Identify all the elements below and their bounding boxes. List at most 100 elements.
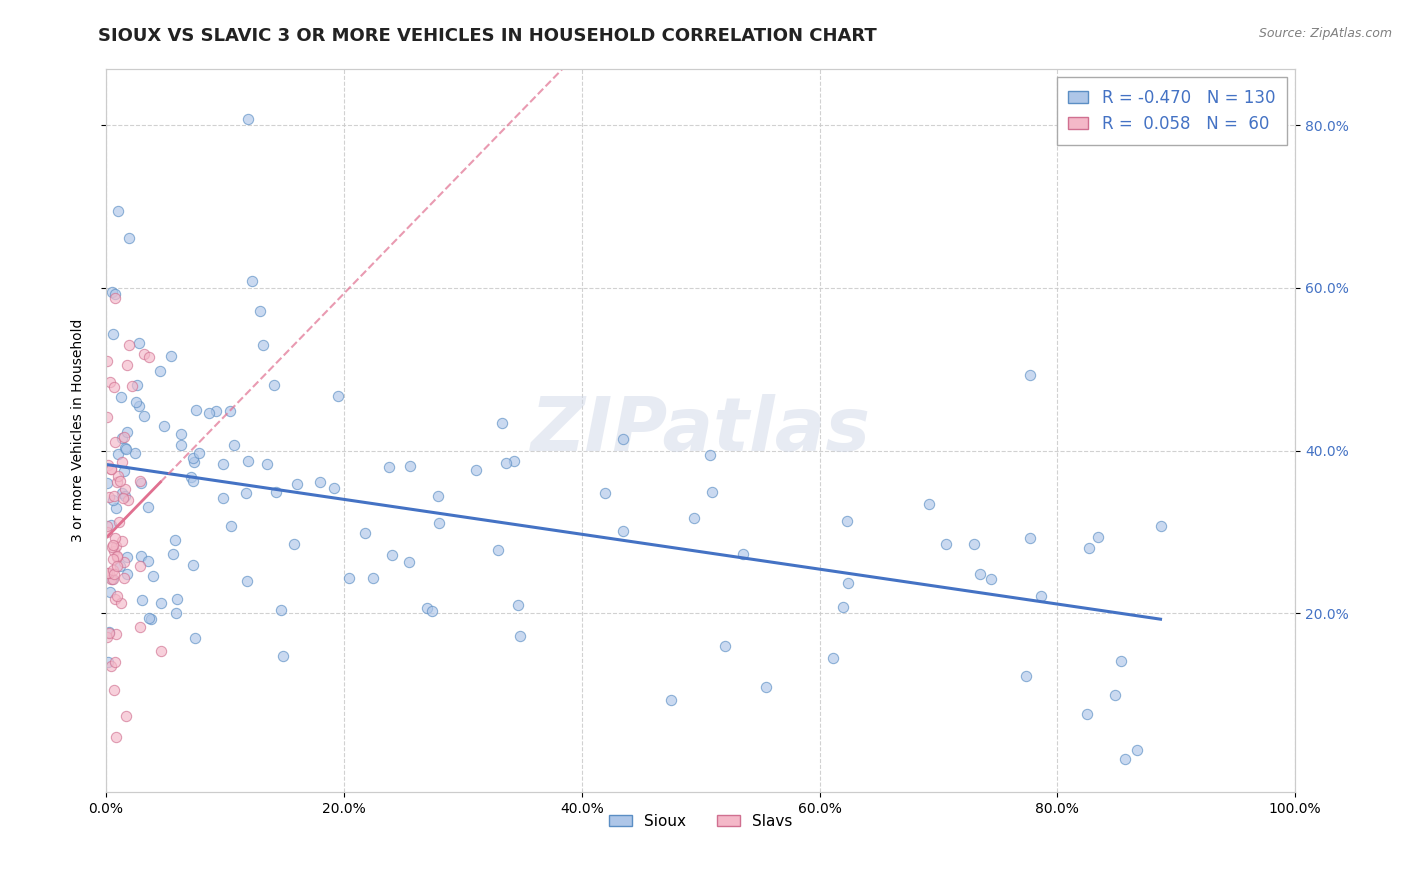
Point xyxy=(111,486,134,500)
Point xyxy=(112,430,135,444)
Point xyxy=(129,476,152,491)
Point xyxy=(105,558,128,573)
Point xyxy=(107,204,129,219)
Point xyxy=(114,442,136,456)
Point xyxy=(96,630,118,644)
Point xyxy=(835,515,858,529)
Point xyxy=(508,598,530,612)
Point xyxy=(263,377,285,392)
Point xyxy=(101,563,124,577)
Point xyxy=(138,610,160,624)
Point xyxy=(1014,669,1036,683)
Point xyxy=(105,539,128,553)
Point xyxy=(138,350,160,364)
Point xyxy=(219,404,242,418)
Point xyxy=(416,601,439,615)
Point xyxy=(1109,654,1132,668)
Point xyxy=(101,573,124,587)
Point xyxy=(1078,541,1101,556)
Point xyxy=(115,708,138,723)
Point xyxy=(142,569,165,583)
Point xyxy=(105,475,128,489)
Point xyxy=(918,497,941,511)
Point xyxy=(256,457,278,471)
Point xyxy=(103,380,125,394)
Point xyxy=(108,515,131,529)
Point xyxy=(683,510,706,524)
Point xyxy=(103,683,125,698)
Point xyxy=(212,491,235,506)
Point xyxy=(486,543,509,558)
Point xyxy=(1076,707,1098,722)
Point xyxy=(112,571,135,585)
Point xyxy=(160,349,183,363)
Point xyxy=(509,629,531,643)
Point xyxy=(821,651,844,665)
Point xyxy=(699,448,721,462)
Point xyxy=(128,559,150,574)
Point xyxy=(111,455,134,469)
Point xyxy=(170,427,193,442)
Point xyxy=(1149,519,1171,533)
Point xyxy=(111,431,134,445)
Point xyxy=(118,338,141,352)
Point xyxy=(101,540,124,554)
Point xyxy=(211,457,233,471)
Point xyxy=(134,347,156,361)
Point xyxy=(112,464,135,478)
Point xyxy=(104,287,127,301)
Point xyxy=(153,418,176,433)
Point xyxy=(980,572,1002,586)
Point xyxy=(110,558,132,573)
Point xyxy=(963,536,986,550)
Point xyxy=(105,589,128,603)
Point xyxy=(103,492,125,507)
Point xyxy=(198,406,221,420)
Point xyxy=(188,446,211,460)
Point xyxy=(110,474,132,488)
Point xyxy=(236,453,259,467)
Point xyxy=(181,558,204,572)
Point xyxy=(100,517,122,532)
Point xyxy=(309,475,332,489)
Point xyxy=(112,555,135,569)
Point xyxy=(326,389,349,403)
Point xyxy=(103,489,125,503)
Point xyxy=(139,612,162,626)
Point xyxy=(97,656,120,670)
Point xyxy=(659,693,682,707)
Point xyxy=(96,519,118,533)
Point xyxy=(166,591,188,606)
Point xyxy=(114,482,136,496)
Point xyxy=(1087,530,1109,544)
Point xyxy=(1029,590,1052,604)
Point xyxy=(104,591,127,606)
Point xyxy=(100,573,122,587)
Point xyxy=(337,571,360,585)
Point xyxy=(100,285,122,299)
Point xyxy=(117,492,139,507)
Point xyxy=(98,566,121,580)
Point xyxy=(593,486,616,500)
Point xyxy=(128,399,150,413)
Point xyxy=(399,459,422,474)
Point xyxy=(162,547,184,561)
Point xyxy=(114,489,136,503)
Point xyxy=(100,462,122,476)
Point xyxy=(98,375,121,389)
Point xyxy=(236,574,259,588)
Point xyxy=(273,649,295,664)
Point xyxy=(361,571,384,585)
Point xyxy=(125,395,148,409)
Point xyxy=(149,364,172,378)
Point xyxy=(180,470,202,484)
Point xyxy=(398,556,420,570)
Point xyxy=(287,477,309,491)
Point xyxy=(115,358,138,372)
Point xyxy=(96,525,118,540)
Point xyxy=(183,455,205,469)
Point xyxy=(378,460,401,475)
Point xyxy=(755,680,778,694)
Point xyxy=(235,486,257,500)
Point xyxy=(502,454,524,468)
